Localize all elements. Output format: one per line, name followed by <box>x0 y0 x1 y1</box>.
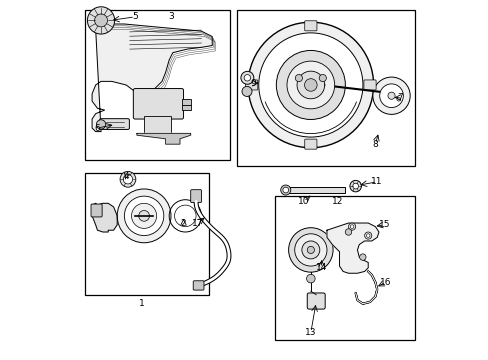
Bar <box>274 196 414 339</box>
Circle shape <box>306 246 314 253</box>
FancyBboxPatch shape <box>193 281 203 290</box>
Text: 14: 14 <box>315 264 326 273</box>
Text: 9: 9 <box>250 79 256 88</box>
Text: 16: 16 <box>380 278 391 287</box>
Text: 13: 13 <box>305 328 316 337</box>
Bar <box>144 116 171 134</box>
Circle shape <box>139 211 149 221</box>
Text: 8: 8 <box>372 140 378 149</box>
Polygon shape <box>137 134 190 144</box>
Circle shape <box>396 98 400 101</box>
Circle shape <box>352 183 358 189</box>
FancyBboxPatch shape <box>190 190 201 203</box>
FancyBboxPatch shape <box>91 204 102 217</box>
Circle shape <box>117 189 171 243</box>
Circle shape <box>364 232 371 239</box>
Polygon shape <box>92 24 212 132</box>
Text: 12: 12 <box>331 197 343 206</box>
Circle shape <box>282 187 288 193</box>
Circle shape <box>304 79 317 91</box>
Bar <box>85 10 230 160</box>
Circle shape <box>244 75 250 81</box>
Circle shape <box>87 7 115 34</box>
Text: 6: 6 <box>94 123 100 132</box>
Bar <box>85 173 208 295</box>
Text: 17: 17 <box>192 219 203 228</box>
Circle shape <box>242 86 251 96</box>
Circle shape <box>120 171 136 187</box>
Text: 5: 5 <box>132 12 138 21</box>
Text: 10: 10 <box>297 197 309 206</box>
Circle shape <box>276 50 345 120</box>
Circle shape <box>379 84 403 108</box>
Circle shape <box>366 234 369 237</box>
Circle shape <box>345 229 351 235</box>
Circle shape <box>319 75 325 82</box>
FancyBboxPatch shape <box>306 293 325 309</box>
Circle shape <box>349 180 361 192</box>
Circle shape <box>94 14 107 27</box>
Circle shape <box>258 33 362 137</box>
Circle shape <box>372 77 409 114</box>
Text: 15: 15 <box>378 220 389 229</box>
Text: 3: 3 <box>168 12 174 21</box>
Circle shape <box>124 196 163 235</box>
Circle shape <box>288 228 332 272</box>
Circle shape <box>294 234 326 266</box>
Bar <box>182 99 190 105</box>
Circle shape <box>295 75 302 82</box>
Circle shape <box>359 254 366 260</box>
Text: 11: 11 <box>371 177 382 186</box>
Bar <box>182 105 190 110</box>
Circle shape <box>247 22 373 148</box>
Circle shape <box>387 92 394 99</box>
FancyBboxPatch shape <box>100 119 129 130</box>
Circle shape <box>348 223 355 230</box>
Circle shape <box>301 241 319 259</box>
FancyBboxPatch shape <box>245 80 257 90</box>
FancyBboxPatch shape <box>304 139 316 149</box>
FancyBboxPatch shape <box>363 80 375 90</box>
Circle shape <box>296 71 324 99</box>
Circle shape <box>241 71 253 84</box>
Text: 1: 1 <box>139 299 145 308</box>
Circle shape <box>349 225 353 228</box>
Polygon shape <box>326 223 378 273</box>
FancyBboxPatch shape <box>304 21 316 31</box>
Bar <box>237 10 414 166</box>
Circle shape <box>319 82 325 88</box>
Circle shape <box>123 175 132 184</box>
FancyBboxPatch shape <box>133 89 183 119</box>
Circle shape <box>280 185 290 195</box>
Bar <box>285 187 344 193</box>
Circle shape <box>96 120 105 129</box>
Circle shape <box>306 274 314 283</box>
Text: 4: 4 <box>123 172 129 181</box>
Circle shape <box>286 61 334 109</box>
Circle shape <box>131 203 156 228</box>
Text: 7: 7 <box>397 93 403 102</box>
Polygon shape <box>92 203 117 232</box>
Text: 2: 2 <box>181 219 186 228</box>
